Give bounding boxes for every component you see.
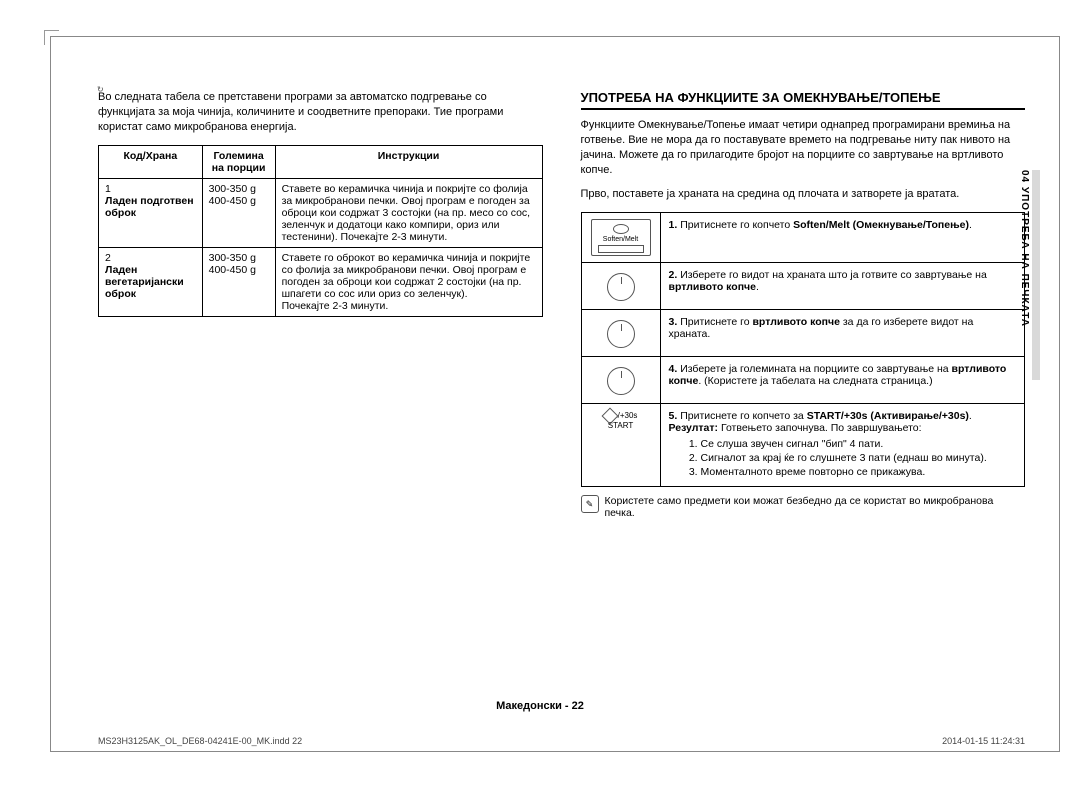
right-intro-2: Прво, поставете ја храната на средина од… (581, 187, 1026, 202)
start-button-icon: /+30s START (604, 410, 638, 431)
table-row: 2 Ладен вегетаријански оброк 300-350 g 4… (99, 247, 543, 316)
section-heading: УПОТРЕБА НА ФУНКЦИИТЕ ЗА ОМЕКНУВАЊЕ/ТОПЕ… (581, 90, 1026, 110)
page-footer-center: Македонски - 22 (0, 700, 1080, 712)
food-code-num: 2 (105, 252, 111, 264)
step-text-post: . (756, 281, 759, 293)
knob-icon (607, 320, 635, 348)
step-text-cell: 2. Изберете го видот на храната што ја г… (660, 263, 1025, 310)
soften-melt-button-icon: Soften/Melt (591, 219, 651, 256)
food-code-cell: 1 Ладен подготвен оброк (99, 178, 203, 247)
note-icon: ✎ (581, 495, 599, 513)
result-text: Готвењето започнува. По завршувањето: (718, 422, 922, 434)
step-icon-cell: ↻ (581, 263, 660, 310)
step-text-post: . (Користете ја табелата на следната стр… (698, 375, 932, 387)
left-intro-text: Во следната табела се претставени програ… (98, 90, 543, 135)
step-icon-cell: /+30s START (581, 404, 660, 487)
result-label: Резултат: (669, 422, 719, 434)
step-num: 1. (669, 219, 678, 231)
steps-table: Soften/Melt 1. Притиснете го копчето Sof… (581, 212, 1026, 487)
food-code-num: 1 (105, 183, 111, 195)
sublist-item: Моменталното време повторно се прикажува… (701, 466, 1017, 478)
food-th-code: Код/Храна (99, 145, 203, 178)
step-icon-cell: Soften/Melt (581, 213, 660, 263)
step-text-cell: 1. Притиснете го копчето Soften/Melt (Ом… (660, 213, 1025, 263)
food-code-name: Ладен вегетаријански оброк (105, 264, 184, 300)
step-row: ↻ 3. Притиснете го вртливото копче за да… (581, 310, 1025, 357)
food-code-cell: 2 Ладен вегетаријански оброк (99, 247, 203, 316)
step-row: ↻ 2. Изберете го видот на храната што ја… (581, 263, 1025, 310)
step-num: 5. (669, 410, 678, 422)
page-footer-filename: MS23H3125AK_OL_DE68-04241E-00_MK.indd 22 (98, 736, 302, 746)
step-text: Притиснете го копчето (680, 219, 793, 231)
step-num: 2. (669, 269, 678, 281)
table-row: 1 Ладен подготвен оброк 300-350 g 400-45… (99, 178, 543, 247)
food-th-instr: Инструкции (275, 145, 542, 178)
result-sublist: Се слуша звучен сигнал "бип" 4 пати. Сиг… (669, 438, 1017, 478)
knob-icon (607, 367, 635, 395)
section-side-tab: 04 УПОТРЕБА НА ПЕЧКАТА (1024, 170, 1040, 380)
step-bold: Soften/Melt (Омекнување/Топење) (793, 219, 969, 231)
note-text: Користете само предмети кои можат безбед… (605, 495, 1026, 519)
step-icon-cell: ↻ (581, 310, 660, 357)
soften-melt-label: Soften/Melt (603, 236, 638, 243)
page-footer-timestamp: 2014-01-15 11:24:31 (942, 736, 1025, 746)
start-label-top: /+30s (618, 411, 638, 420)
food-code-name: Ладен подготвен оброк (105, 195, 194, 219)
main-content: Во следната табела се претставени програ… (98, 90, 1025, 732)
step-num: 4. (669, 363, 678, 375)
step-text-post: . (969, 410, 972, 422)
step-row: /+30s START 5. Притиснете го копчето за … (581, 404, 1025, 487)
food-portion-cell: 300-350 g 400-450 g (202, 247, 275, 316)
safety-note: ✎ Користете само предмети кои можат безб… (581, 495, 1026, 519)
sublist-item: Се слуша звучен сигнал "бип" 4 пати. (701, 438, 1017, 450)
food-portion-cell: 300-350 g 400-450 g (202, 178, 275, 247)
step-text-cell: 4. Изберете ја големината на порциите со… (660, 357, 1025, 404)
side-tab-text: 04 УПОТРЕБА НА ПЕЧКАТА (1019, 170, 1030, 327)
food-table: Код/Храна Големина на порции Инструкции … (98, 145, 543, 317)
step-text: Изберете го видот на храната што ја готв… (680, 269, 987, 281)
step-text: Изберете ја големината на порциите со за… (680, 363, 951, 375)
food-instr-cell: Ставете во керамичка чинија и покријте с… (275, 178, 542, 247)
right-intro-1: Функциите Омекнување/Топење имаат четири… (581, 118, 1026, 177)
step-row: Soften/Melt 1. Притиснете го копчето Sof… (581, 213, 1025, 263)
step-bold: START/+30s (Активирање/+30s) (807, 410, 969, 422)
step-row: ↻ 4. Изберете ја големината на порциите … (581, 357, 1025, 404)
step-bold: вртливото копче (669, 281, 756, 293)
sublist-item: Сигналот за крај ќе го слушнете 3 пати (… (701, 452, 1017, 464)
step-num: 3. (669, 316, 678, 328)
step-text-post: . (969, 219, 972, 231)
step-text: Притиснете го (680, 316, 752, 328)
step-bold: вртливото копче (752, 316, 839, 328)
knob-icon (607, 273, 635, 301)
food-th-portion: Големина на порции (202, 145, 275, 178)
food-instr-cell: Ставете го оброкот во керамичка чинија и… (275, 247, 542, 316)
step-icon-cell: ↻ (581, 357, 660, 404)
step-text-cell: 5. Притиснете го копчето за START/+30s (… (660, 404, 1025, 487)
step-text-cell: 3. Притиснете го вртливото копче за да г… (660, 310, 1025, 357)
left-column: Во следната табела се претставени програ… (98, 90, 543, 732)
step-text: Притиснете го копчето за (680, 410, 807, 422)
right-column: УПОТРЕБА НА ФУНКЦИИТЕ ЗА ОМЕКНУВАЊЕ/ТОПЕ… (581, 90, 1026, 732)
